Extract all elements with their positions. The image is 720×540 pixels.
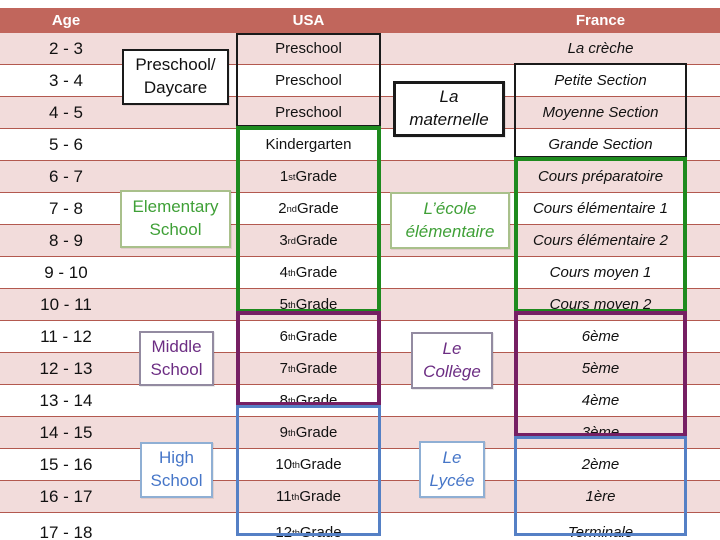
france-cell: 2ème bbox=[581, 456, 620, 473]
age-cell: 14 - 15 bbox=[39, 422, 93, 442]
france-cell: 4ème bbox=[581, 392, 620, 409]
label-line: maternelle bbox=[409, 110, 489, 129]
label-line: L’école bbox=[423, 198, 477, 218]
label-line: Le bbox=[442, 447, 462, 467]
le-college-label: Le Collège bbox=[411, 332, 493, 389]
france-cell: 5ème bbox=[581, 360, 620, 377]
age-cell: 12 - 13 bbox=[39, 358, 93, 378]
age-cell: 8 - 9 bbox=[48, 230, 84, 250]
france-lycee-group-box bbox=[514, 436, 687, 536]
age-cell: 4 - 5 bbox=[48, 102, 84, 122]
france-elementaire-group-box bbox=[514, 157, 687, 313]
usa-elementary-group-box bbox=[236, 126, 381, 313]
middle-school-label: Middle School bbox=[139, 331, 214, 386]
france-cell: 1ère bbox=[585, 488, 616, 505]
age-cell: 9 - 10 bbox=[44, 262, 88, 282]
age-cell: 10 - 11 bbox=[40, 294, 92, 314]
age-cell: 13 - 14 bbox=[39, 390, 93, 410]
age-cell: 16 - 17 bbox=[39, 486, 93, 506]
table-header: Age USA France bbox=[0, 8, 720, 33]
table-row: 3 - 4 Preschool Petite Section bbox=[0, 65, 720, 97]
preschool-daycare-label: Preschool/ Daycare bbox=[122, 49, 229, 105]
france-cell: Cours élémentaire 1 bbox=[532, 200, 669, 217]
usa-cell: Preschool bbox=[275, 104, 342, 121]
label-line: élémentaire bbox=[405, 221, 495, 241]
usa-preschool-group-box bbox=[236, 33, 381, 127]
france-cell: Cours préparatoire bbox=[537, 168, 664, 185]
age-cell: 5 - 6 bbox=[48, 134, 84, 154]
age-cell: 2 - 3 bbox=[48, 38, 84, 58]
usa-middle-school-group-box bbox=[236, 311, 381, 406]
table-row: 5 - 6 Kindergarten Grande Section bbox=[0, 129, 720, 161]
age-cell: 15 - 16 bbox=[39, 454, 93, 474]
age-cell: 17 - 18 bbox=[39, 522, 93, 540]
la-maternelle-label: La maternelle bbox=[393, 81, 505, 137]
france-cell: Petite Section bbox=[554, 72, 647, 89]
france-cell: Cours élémentaire 2 bbox=[532, 232, 669, 249]
column-header-usa: USA bbox=[292, 12, 325, 29]
elementary-school-label: Elementary School bbox=[120, 190, 231, 248]
age-cell: 7 - 8 bbox=[48, 198, 84, 218]
label-line: La bbox=[439, 87, 459, 107]
age-cell: 11 - 12 bbox=[40, 326, 92, 346]
usa-cell: Preschool bbox=[275, 72, 342, 89]
label-line: School bbox=[150, 359, 203, 379]
france-cell: Terminale bbox=[567, 524, 634, 540]
label-line: Collège bbox=[423, 361, 481, 381]
label-line: Le bbox=[442, 338, 462, 358]
column-header-age: Age bbox=[51, 12, 81, 29]
label-line: Daycare bbox=[143, 78, 208, 97]
france-cell: 6ème bbox=[581, 328, 620, 345]
usa-cell: Kindergarten bbox=[265, 136, 352, 153]
usa-cell: Preschool bbox=[275, 40, 342, 57]
le-lycee-label: Le Lycée bbox=[419, 441, 485, 498]
france-maternelle-group-box bbox=[514, 63, 687, 158]
france-cell: La crèche bbox=[567, 40, 634, 57]
column-header-france: France bbox=[575, 12, 626, 29]
label-line: Preschool/ bbox=[135, 55, 216, 75]
ecole-elementaire-label: L’école élémentaire bbox=[390, 192, 510, 249]
france-college-group-box bbox=[514, 311, 687, 437]
table-row: 2 - 3 Preschool La crèche bbox=[0, 33, 720, 65]
label-line: Elementary bbox=[132, 197, 219, 217]
france-cell: Cours moyen 2 bbox=[549, 296, 652, 313]
france-cell: Grande Section bbox=[548, 136, 653, 153]
label-line: Lycée bbox=[429, 470, 475, 490]
label-line: High bbox=[159, 448, 194, 468]
france-cell: Moyenne Section bbox=[542, 104, 659, 121]
age-cell: 3 - 4 bbox=[48, 70, 84, 90]
table-row: 4 - 5 Preschool Moyenne Section bbox=[0, 97, 720, 129]
label-line: Middle bbox=[151, 336, 202, 356]
label-line: School bbox=[149, 220, 202, 239]
usa-high-school-group-box bbox=[236, 405, 381, 536]
age-cell: 6 - 7 bbox=[48, 166, 84, 186]
france-cell: Cours moyen 1 bbox=[549, 264, 652, 281]
high-school-label: High School bbox=[140, 442, 213, 498]
label-line: School bbox=[150, 471, 203, 490]
